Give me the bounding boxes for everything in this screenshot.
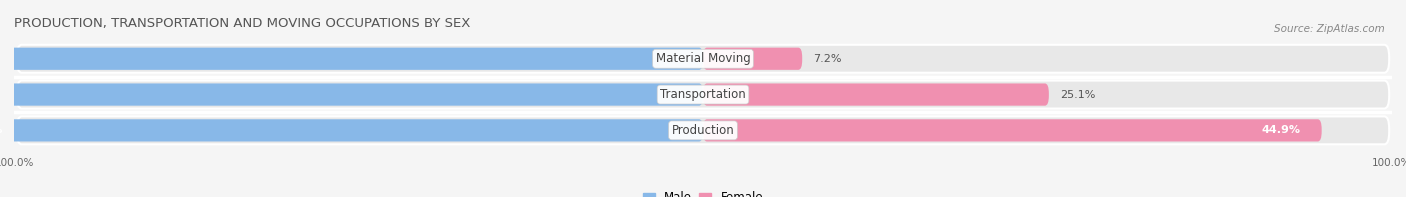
Text: Material Moving: Material Moving [655, 52, 751, 65]
Text: 25.1%: 25.1% [1060, 90, 1095, 99]
FancyBboxPatch shape [703, 119, 1322, 141]
Text: Production: Production [672, 124, 734, 137]
FancyBboxPatch shape [0, 84, 703, 106]
FancyBboxPatch shape [17, 81, 1389, 109]
FancyBboxPatch shape [703, 48, 803, 70]
FancyBboxPatch shape [0, 48, 703, 70]
FancyBboxPatch shape [703, 84, 1049, 106]
Text: 55.1%: 55.1% [0, 125, 3, 135]
FancyBboxPatch shape [17, 116, 1389, 144]
Text: 7.2%: 7.2% [813, 54, 842, 64]
Text: Source: ZipAtlas.com: Source: ZipAtlas.com [1274, 24, 1385, 34]
Text: 44.9%: 44.9% [1263, 125, 1301, 135]
Legend: Male, Female: Male, Female [638, 187, 768, 197]
Text: Transportation: Transportation [661, 88, 745, 101]
Text: PRODUCTION, TRANSPORTATION AND MOVING OCCUPATIONS BY SEX: PRODUCTION, TRANSPORTATION AND MOVING OC… [14, 17, 471, 30]
FancyBboxPatch shape [0, 119, 703, 141]
FancyBboxPatch shape [17, 45, 1389, 73]
